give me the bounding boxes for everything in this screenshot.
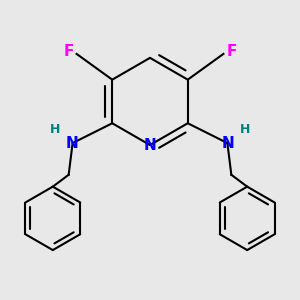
Text: H: H — [50, 123, 60, 136]
Text: F: F — [64, 44, 74, 59]
Text: H: H — [240, 123, 250, 136]
Text: N: N — [65, 136, 78, 151]
Text: F: F — [226, 44, 236, 59]
Text: N: N — [144, 137, 156, 152]
Text: N: N — [222, 136, 235, 151]
